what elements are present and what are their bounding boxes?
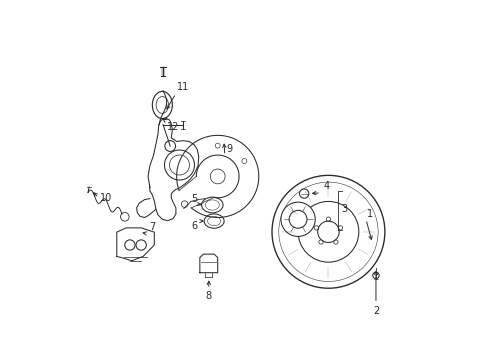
Circle shape <box>181 201 187 207</box>
Text: 3: 3 <box>341 203 347 213</box>
Circle shape <box>164 141 175 152</box>
Text: 11: 11 <box>177 82 189 92</box>
Circle shape <box>210 169 224 184</box>
Text: 10: 10 <box>100 193 112 203</box>
Circle shape <box>188 158 193 163</box>
Text: 8: 8 <box>205 292 211 301</box>
Circle shape <box>121 212 129 221</box>
Circle shape <box>136 240 146 250</box>
Circle shape <box>281 202 315 237</box>
Circle shape <box>288 210 306 228</box>
Text: 6: 6 <box>191 221 197 231</box>
Text: 5: 5 <box>191 194 197 203</box>
Circle shape <box>169 155 189 175</box>
Circle shape <box>372 272 378 279</box>
Circle shape <box>215 143 220 148</box>
Circle shape <box>242 158 246 163</box>
Circle shape <box>299 189 308 198</box>
Text: 4: 4 <box>323 181 328 192</box>
Text: 2: 2 <box>372 306 378 316</box>
Text: 9: 9 <box>225 144 232 154</box>
Text: 1: 1 <box>366 208 372 219</box>
Circle shape <box>164 150 194 180</box>
Circle shape <box>124 240 135 250</box>
Text: 12: 12 <box>167 122 180 132</box>
Text: 7: 7 <box>148 222 155 232</box>
